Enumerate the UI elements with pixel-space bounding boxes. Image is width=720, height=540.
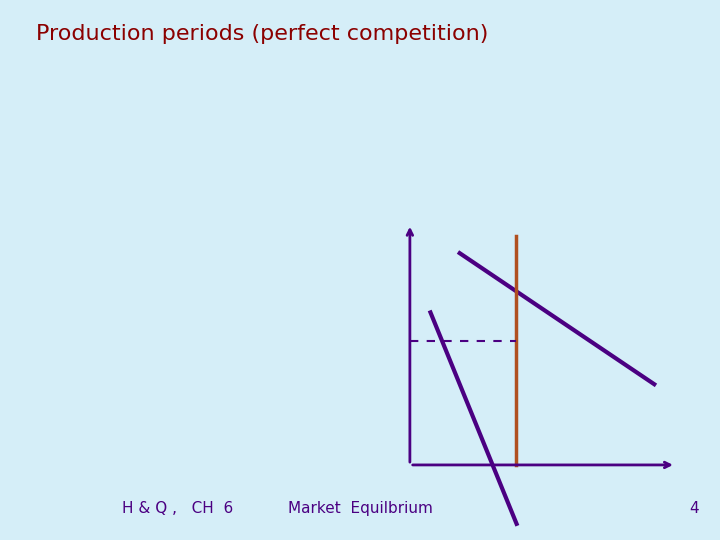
- Text: Production periods (perfect competition): Production periods (perfect competition): [36, 24, 488, 44]
- Text: H & Q ,   CH  6: H & Q , CH 6: [122, 501, 234, 516]
- Text: Market  Equilbrium: Market Equilbrium: [287, 501, 433, 516]
- Text: 4: 4: [689, 501, 698, 516]
